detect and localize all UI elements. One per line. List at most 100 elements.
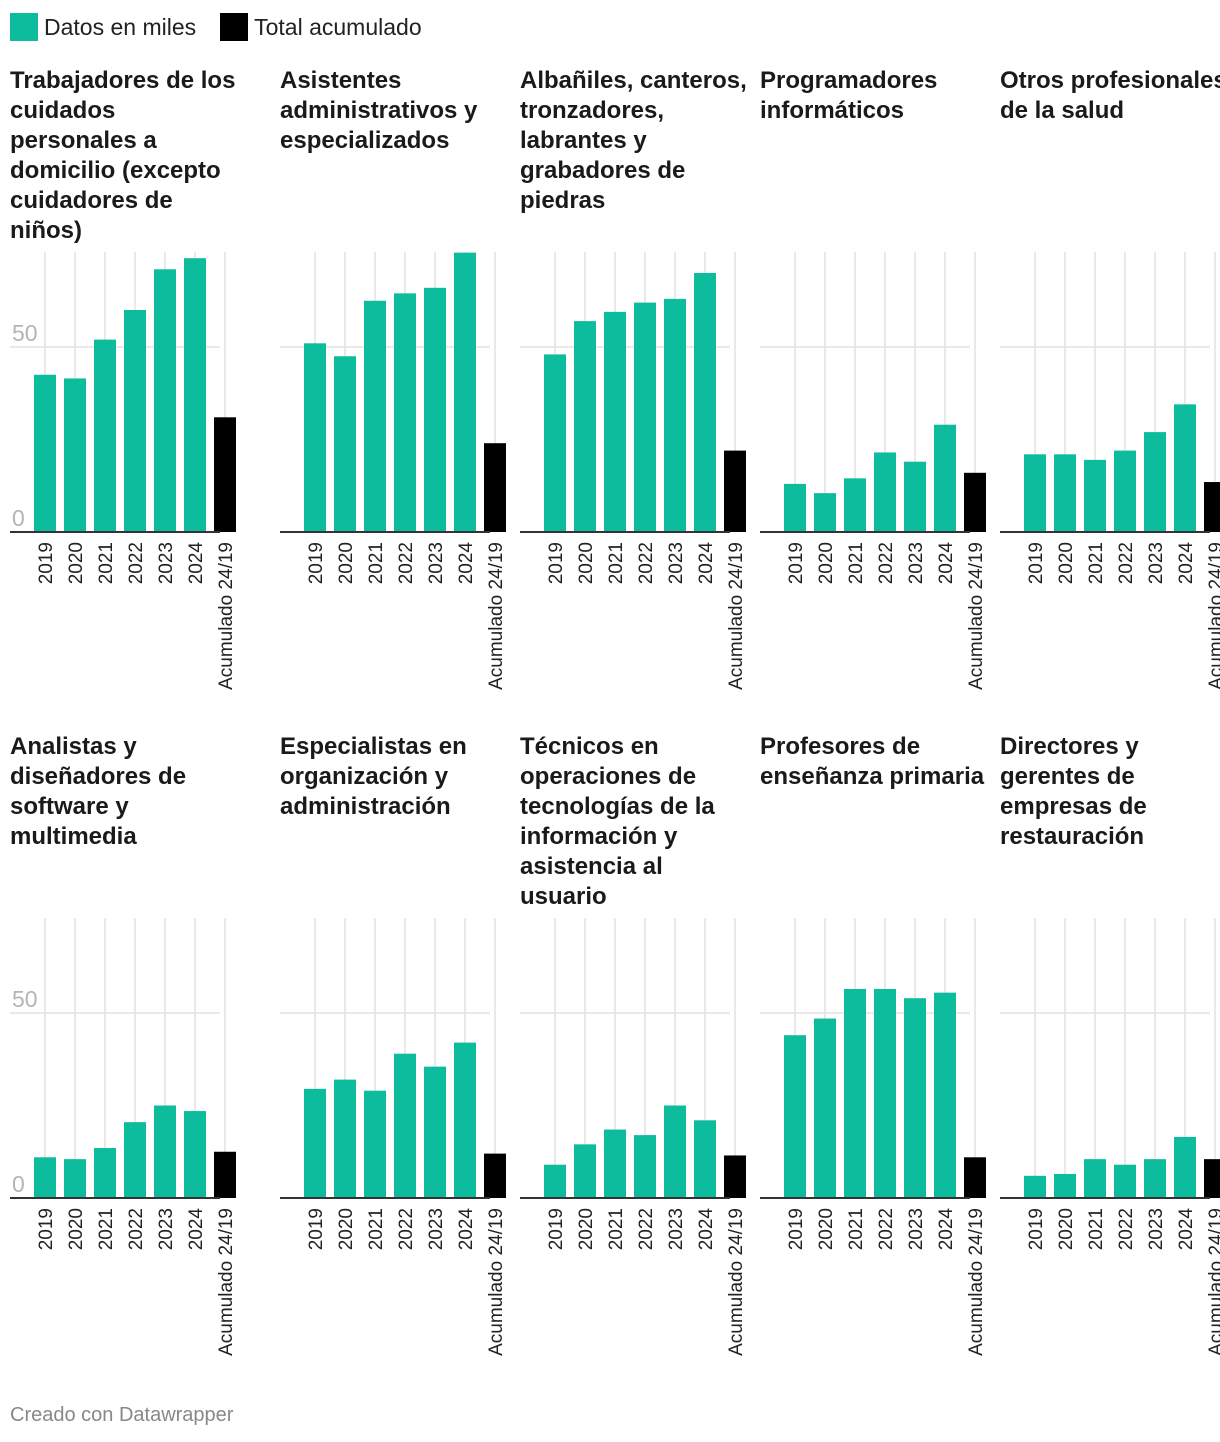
x-tick-label: 2020 xyxy=(576,1208,597,1250)
data-bar xyxy=(154,269,176,532)
x-tick-label: 2023 xyxy=(666,1208,687,1250)
chart-panel-10: Directores y gerentes de empresas de res… xyxy=(1000,732,1220,1356)
x-tick-label: 2023 xyxy=(426,1208,447,1250)
data-bar xyxy=(1114,450,1136,532)
x-tick-label: 2024 xyxy=(456,1208,477,1251)
data-bar xyxy=(454,1042,476,1198)
x-tick-label: 2023 xyxy=(906,1208,927,1250)
bar-chart: 2019 2020 2021 2022 2023 2024 Acumulado 24/19 xyxy=(280,918,507,1356)
data-bar xyxy=(1144,1159,1166,1198)
x-tick-label: 2022 xyxy=(1116,1208,1137,1250)
data-bar xyxy=(844,478,866,532)
data-bar xyxy=(124,310,146,532)
data-bar xyxy=(1084,1159,1106,1198)
legend-swatch-data xyxy=(10,13,38,41)
data-bar xyxy=(634,1135,656,1198)
x-tick-label: 2020 xyxy=(816,542,837,584)
x-tick-label: 2024 xyxy=(186,542,207,585)
data-bar xyxy=(1174,404,1196,532)
data-bar xyxy=(184,1111,206,1198)
total-bar xyxy=(1204,1159,1220,1198)
data-bar xyxy=(394,293,416,532)
data-bar xyxy=(574,1144,596,1198)
data-bar xyxy=(904,461,926,532)
total-bar xyxy=(484,1153,506,1198)
chart-title: Profesores de enseñanza primaria xyxy=(760,733,985,790)
data-bar xyxy=(34,1157,56,1198)
data-bar xyxy=(664,1105,686,1198)
chart-panel-6: Analistas y diseñadores de software y mu… xyxy=(10,732,240,1356)
data-bar xyxy=(94,339,116,532)
total-bar xyxy=(214,1151,236,1198)
x-tick-label: Acumulado 24/19 xyxy=(1206,542,1220,690)
x-tick-label: 2019 xyxy=(546,542,567,584)
data-bar xyxy=(1144,432,1166,532)
x-tick-label: 2022 xyxy=(876,542,897,584)
x-tick-label: 2021 xyxy=(96,542,117,584)
x-tick-label: 2022 xyxy=(126,542,147,584)
x-tick-label: 2023 xyxy=(156,542,177,584)
x-tick-label: 2019 xyxy=(546,1208,567,1250)
data-bar xyxy=(844,988,866,1198)
x-tick-label: 2021 xyxy=(606,542,627,584)
x-tick-label: 2019 xyxy=(786,542,807,584)
data-bar xyxy=(364,1090,386,1198)
x-tick-label: 2024 xyxy=(456,542,477,585)
bar-chart: 2019 2020 2021 2022 2023 2024 Acumulado 24/19 xyxy=(760,918,987,1356)
data-bar xyxy=(304,1088,326,1198)
x-tick-label: 2020 xyxy=(816,1208,837,1250)
x-tick-label: 2020 xyxy=(66,542,87,584)
chart-panel-2: Asistentes administrativos y especializa… xyxy=(280,66,510,690)
bar-chart: 2019 2020 2021 2022 2023 2024 Acumulado 24/19 xyxy=(1000,252,1220,690)
data-bar xyxy=(784,1035,806,1198)
x-tick-label: 2023 xyxy=(426,542,447,584)
x-tick-label: 2020 xyxy=(336,1208,357,1250)
data-bar xyxy=(304,343,326,532)
data-bar xyxy=(634,302,656,532)
chart-panel-5: Otros profesionales de la salud 2019 2020… xyxy=(1000,66,1220,690)
y-tick-label: 50 xyxy=(12,320,38,346)
chart-title: Directores y gerentes de empresas de res… xyxy=(1000,733,1147,850)
chart-panel-9: Profesores de enseñanza primaria 2019 202… xyxy=(760,732,990,1356)
x-tick-label: 2024 xyxy=(696,1208,717,1251)
x-tick-label: 2022 xyxy=(126,1208,147,1250)
x-tick-label: 2021 xyxy=(1086,542,1107,584)
chart-panel-7: Especialistas en organización y administ… xyxy=(280,732,510,1356)
data-bar xyxy=(154,1105,176,1198)
data-bar xyxy=(874,452,896,532)
data-bar xyxy=(1084,459,1106,532)
data-bar xyxy=(814,1018,836,1198)
x-tick-label: 2020 xyxy=(336,542,357,584)
legend-swatch-total xyxy=(220,13,249,41)
bar-chart: 2019 2020 2021 2022 2023 2024 Acumulado 24/19 xyxy=(520,918,747,1356)
x-tick-label: 2019 xyxy=(36,542,57,584)
data-bar xyxy=(334,356,356,532)
x-tick-label: Acumulado 24/19 xyxy=(726,1208,747,1356)
bar-chart: 2019 2020 2021 2022 2023 2024 Acumulado 24/19 xyxy=(760,252,987,690)
x-tick-label: Acumulado 24/19 xyxy=(486,1208,507,1356)
data-bar xyxy=(664,298,686,532)
y-tick-label: 0 xyxy=(12,1171,25,1197)
legend-item-data: Datos en miles xyxy=(10,13,196,41)
total-bar xyxy=(964,472,986,532)
total-bar xyxy=(1204,482,1220,532)
chart-title: Trabajadores de los cuidados personales … xyxy=(10,67,236,244)
x-tick-label: 2020 xyxy=(1056,542,1077,584)
x-tick-label: 2019 xyxy=(1026,1208,1047,1250)
data-bar xyxy=(424,287,446,532)
chart-panel-3: Albañiles, canteros, tronzadores, labran… xyxy=(520,66,750,690)
data-bar xyxy=(814,493,836,532)
bar-chart: 2019 2020 2021 2022 2023 2024 Acumulado 24/19 xyxy=(1000,918,1220,1356)
x-tick-label: 2022 xyxy=(1116,542,1137,584)
chart-title: Albañiles, canteros, tronzadores, labran… xyxy=(520,67,747,214)
data-bar xyxy=(544,1164,566,1198)
x-tick-label: Acumulado 24/19 xyxy=(486,542,507,690)
x-tick-label: Acumulado 24/19 xyxy=(966,542,987,690)
x-tick-label: 2021 xyxy=(606,1208,627,1250)
x-tick-label: 2023 xyxy=(906,542,927,584)
data-bar xyxy=(124,1122,146,1198)
x-tick-label: 2021 xyxy=(1086,1208,1107,1250)
x-tick-label: 2019 xyxy=(1026,542,1047,584)
data-bar xyxy=(604,311,626,532)
data-bar xyxy=(784,483,806,532)
